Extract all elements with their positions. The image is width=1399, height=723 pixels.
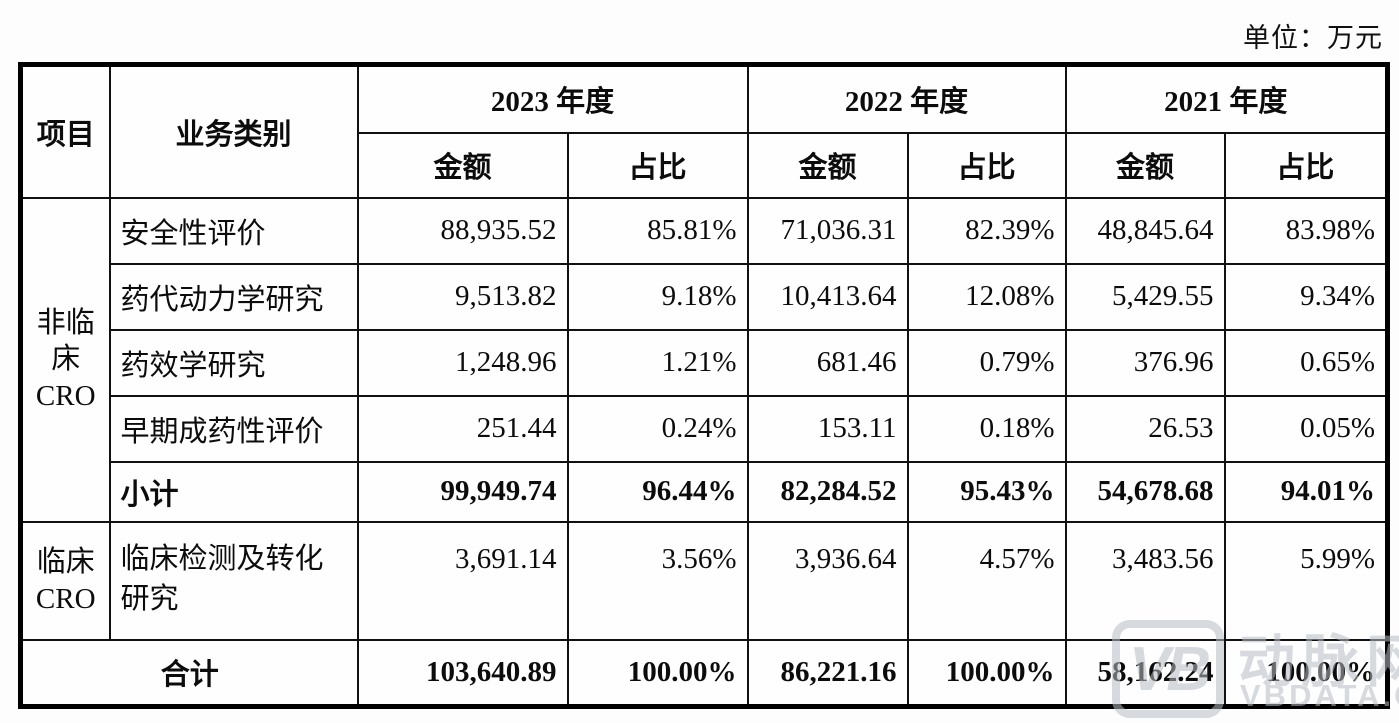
amount-2021-cell: 3,483.56 (1064, 520, 1226, 641)
ratio-2021-cell: 0.65% (1223, 328, 1389, 397)
amount-2023-cell: 88,935.52 (356, 196, 569, 265)
amount-2021-cell: 5,429.55 (1064, 262, 1226, 331)
amount-2022-cell: 681.46 (746, 328, 909, 397)
ratio-2023-cell: 9.18% (566, 262, 749, 331)
group-cell-clinical-cro: 临床 CRO (19, 520, 111, 641)
subtotal-label: 小计 (108, 460, 359, 523)
amount-2022-cell: 82,284.52 (746, 460, 909, 523)
amount-2023-cell: 9,513.82 (356, 262, 569, 331)
ratio-2022-cell: 0.18% (906, 394, 1067, 463)
table-row: 非临 床 CRO 安全性评价 88,935.52 85.81% 71,036.3… (19, 196, 1389, 523)
ratio-2021-cell: 94.01% (1223, 460, 1389, 523)
ratio-2022-cell: 12.08% (906, 262, 1067, 331)
header-amount-2021: 金额 (1064, 131, 1226, 199)
ratio-2022-cell: 100.00% (906, 638, 1067, 708)
total-row: 合计 103,640.89 100.00% 86,221.16 100.00% … (19, 638, 1389, 708)
header-amount-2023: 金额 (356, 131, 569, 199)
clinical-cro-row: 临床 CRO 临床检测及转化 研究 3,691.14 3.56% 3,936.6… (19, 520, 1389, 641)
amount-2023-cell: 1,248.96 (356, 328, 569, 397)
unit-label: 单位：万元 (1243, 23, 1383, 53)
header-category: 业务类别 (108, 63, 359, 199)
amount-2022-cell: 10,413.64 (746, 262, 909, 331)
category-cell: 药代动力学研究 (108, 262, 359, 331)
group-cell-nonclinical-cro: 非临 床 CRO (19, 196, 111, 523)
subtotal-row: 小计 99,949.74 96.44% 82,284.52 95.43% 54,… (21, 460, 1389, 523)
category-cell: 安全性评价 (108, 196, 359, 265)
category-cell: 临床检测及转化 研究 (108, 520, 359, 641)
table-row: 药效学研究 1,248.96 1.21% 681.46 0.79% 376.96… (21, 328, 1389, 397)
amount-2022-cell: 71,036.31 (746, 196, 909, 265)
amount-2022-cell: 86,221.16 (746, 638, 909, 708)
amount-2023-cell: 99,949.74 (356, 460, 569, 523)
table-row: 药代动力学研究 9,513.82 9.18% 10,413.64 12.08% … (21, 262, 1389, 331)
amount-2023-cell: 103,640.89 (356, 638, 569, 708)
ratio-2023-cell: 96.44% (566, 460, 749, 523)
amount-2022-cell: 153.11 (746, 394, 909, 463)
table-row: 早期成药性评价 251.44 0.24% 153.11 0.18% 26.53 … (21, 394, 1389, 463)
ratio-2023-cell: 1.21% (566, 328, 749, 397)
total-label: 合计 (19, 638, 359, 708)
ratio-2021-cell: 9.34% (1223, 262, 1389, 331)
ratio-2021-cell: 0.05% (1223, 394, 1389, 463)
amount-2023-cell: 3,691.14 (356, 520, 569, 641)
ratio-2021-cell: 83.98% (1223, 196, 1389, 265)
amount-2021-cell: 54,678.68 (1064, 460, 1226, 523)
amount-2021-cell: 58,162.24 (1064, 638, 1226, 708)
revenue-table: 项目 业务类别 2023 年度 2022 年度 2021 年度 金额 占比 金额… (18, 62, 1391, 709)
ratio-2022-cell: 82.39% (906, 196, 1067, 265)
amount-2022-cell: 3,936.64 (746, 520, 909, 641)
ratio-2023-cell: 85.81% (566, 196, 749, 265)
category-cell: 药效学研究 (108, 328, 359, 397)
header-year-2023: 2023 年度 (356, 63, 749, 134)
ratio-2022-cell: 4.57% (906, 520, 1067, 641)
amount-2021-cell: 376.96 (1064, 328, 1226, 397)
category-cell: 早期成药性评价 (108, 394, 359, 463)
ratio-2023-cell: 3.56% (566, 520, 749, 641)
amount-2021-cell: 48,845.64 (1064, 196, 1226, 265)
header-ratio-2021: 占比 (1223, 131, 1389, 199)
header-year-2022: 2022 年度 (746, 63, 1067, 134)
ratio-2022-cell: 0.79% (906, 328, 1067, 397)
header-row-measures: 金额 占比 金额 占比 金额 占比 (21, 131, 1389, 199)
ratio-2023-cell: 100.00% (566, 638, 749, 708)
header-amount-2022: 金额 (746, 131, 909, 199)
header-item: 项目 (19, 63, 111, 199)
ratio-2022-cell: 95.43% (906, 460, 1067, 523)
header-ratio-2023: 占比 (566, 131, 749, 199)
ratio-2023-cell: 0.24% (566, 394, 749, 463)
ratio-2021-cell: 5.99% (1223, 520, 1389, 641)
header-ratio-2022: 占比 (906, 131, 1067, 199)
ratio-2021-cell: 100.00% (1223, 638, 1389, 708)
amount-2021-cell: 26.53 (1064, 394, 1226, 463)
header-row-years: 项目 业务类别 2023 年度 2022 年度 2021 年度 (19, 63, 1389, 199)
header-year-2021: 2021 年度 (1064, 63, 1389, 134)
amount-2023-cell: 251.44 (356, 394, 569, 463)
